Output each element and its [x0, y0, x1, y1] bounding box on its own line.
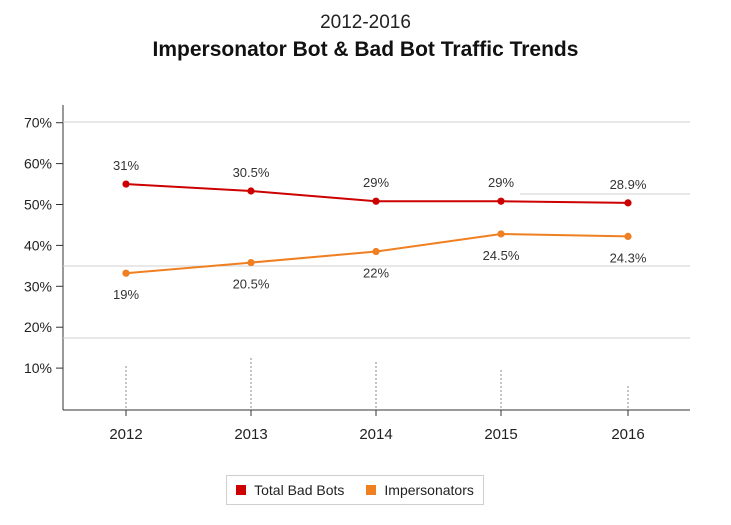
data-point: [497, 197, 505, 205]
y-tick-label: 50%: [24, 197, 52, 213]
legend-item-impersonators[interactable]: Impersonators: [366, 482, 474, 498]
x-tick-label: 2014: [359, 426, 392, 443]
data-label: 19%: [113, 287, 139, 302]
data-label: 31%: [113, 158, 139, 173]
data-point: [497, 230, 505, 238]
legend-swatch-impersonators: [366, 485, 377, 495]
chart-subtitle: 2012-2016: [320, 12, 411, 33]
data-label: 24.3%: [610, 250, 647, 265]
y-tick-label: 70%: [24, 115, 52, 131]
legend-item-total-bad-bots[interactable]: Total Bad Bots: [236, 482, 344, 498]
legend: Total Bad Bots Impersonators: [226, 475, 484, 505]
y-tick-label: 60%: [24, 156, 52, 172]
legend-label-total-bad-bots: Total Bad Bots: [254, 482, 345, 498]
data-label: 22%: [363, 266, 389, 281]
data-point: [247, 258, 255, 267]
data-label: 24.5%: [483, 248, 520, 263]
x-tick-label: 2013: [234, 426, 267, 443]
data-point: [122, 180, 130, 188]
y-tick-label: 40%: [24, 237, 52, 253]
data-point: [624, 232, 632, 241]
data-label: 29%: [488, 175, 514, 190]
chart-title: Impersonator Bot & Bad Bot Traffic Trend…: [152, 38, 579, 61]
legend-swatch-total-bad-bots: [236, 485, 247, 495]
data-label: 30.5%: [233, 165, 270, 180]
data-label: 20.5%: [233, 277, 270, 292]
data-label: 29%: [363, 175, 389, 190]
data-point: [372, 197, 380, 205]
data-point: [122, 269, 130, 277]
y-tick-label: 20%: [24, 319, 52, 335]
data-point: [624, 199, 632, 207]
y-tick-label: 30%: [24, 278, 52, 294]
x-tick-label: 2012: [109, 426, 142, 443]
data-point: [247, 187, 255, 195]
legend-label-impersonators: Impersonators: [384, 482, 474, 498]
y-tick-label: 10%: [24, 360, 52, 376]
data-label: 28.9%: [610, 177, 647, 192]
x-tick-label: 2015: [484, 426, 517, 443]
x-tick-label: 2016: [611, 426, 644, 443]
data-point: [372, 247, 380, 256]
